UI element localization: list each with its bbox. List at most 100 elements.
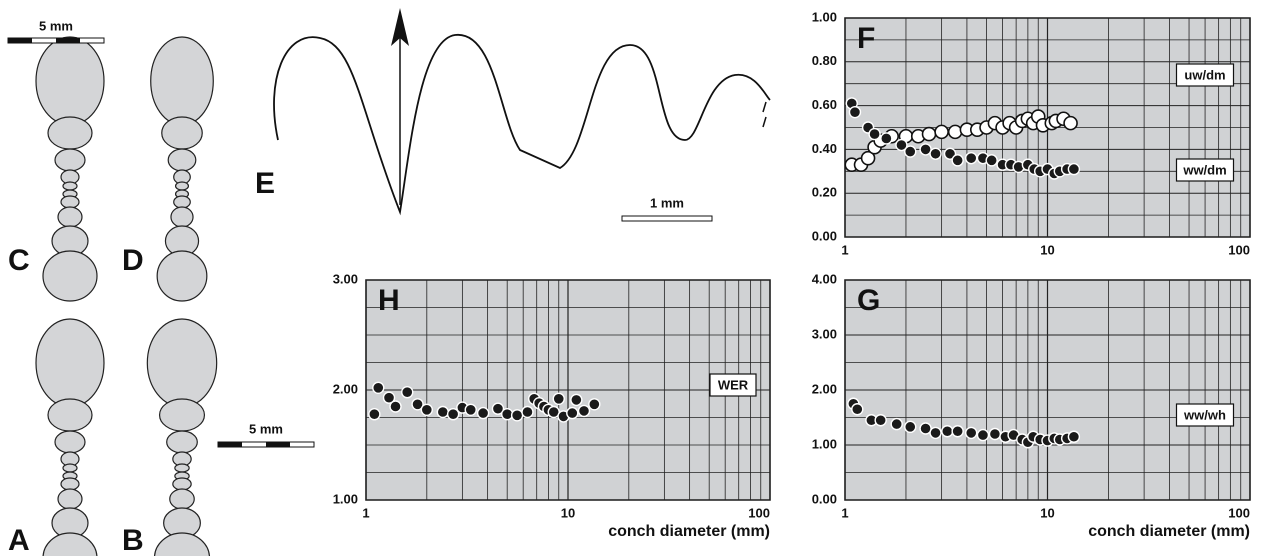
data-point <box>521 405 534 419</box>
scale-bar-segment <box>56 38 80 43</box>
scale-bar-body <box>621 215 713 222</box>
data-point <box>860 150 876 166</box>
data-point <box>868 127 881 141</box>
scale-bar-segment <box>218 442 242 447</box>
suture-tick <box>762 101 767 113</box>
scale-bar: 1 mm <box>621 195 713 222</box>
series-label: WER <box>718 377 749 392</box>
data-point <box>919 422 932 435</box>
scale-label: 5 mm <box>249 421 283 436</box>
plot: 0.00 1.00 2.00 3.00 4.00 1 10 100 conch diameter… <box>812 271 1251 540</box>
data-point <box>1063 115 1078 131</box>
y-tick-label: 0.60 <box>812 97 837 112</box>
data-point <box>372 381 385 394</box>
y-tick-label: 1.00 <box>812 436 837 451</box>
whorl-section <box>153 532 211 556</box>
data-point <box>941 425 954 438</box>
x-tick-label: 10 <box>561 505 575 520</box>
whorl-section <box>174 463 190 473</box>
y-tick-label: 0.80 <box>812 53 837 68</box>
panel-label: F <box>857 22 875 55</box>
data-point <box>436 405 450 419</box>
x-tick-label: 10 <box>1040 242 1054 257</box>
scale-label: 5 mm <box>39 18 73 33</box>
scale-label: 1 mm <box>650 195 684 210</box>
data-point <box>904 145 917 158</box>
y-tick-label: 1.00 <box>812 9 837 24</box>
data-point <box>988 427 1002 441</box>
data-point <box>1067 430 1081 443</box>
data-point <box>552 392 565 405</box>
data-point <box>401 386 414 399</box>
data-point <box>880 132 893 145</box>
series-label: ww/wh <box>1183 407 1226 422</box>
x-tick-label: 100 <box>1228 505 1250 520</box>
data-point <box>951 425 964 438</box>
x-axis-label: conch diameter (mm) <box>608 523 770 540</box>
series-label-box <box>1175 158 1235 182</box>
series-label: uw/dm <box>1184 67 1225 82</box>
arrow-head <box>391 8 409 46</box>
x-tick-label: 1 <box>841 242 848 257</box>
panel-label: B <box>122 524 144 556</box>
whorl-section <box>174 181 190 191</box>
data-point <box>577 404 591 418</box>
panel-label: C <box>8 244 30 277</box>
whorl-section <box>173 195 191 209</box>
data-point <box>895 138 908 152</box>
data-point <box>943 147 957 160</box>
data-point <box>411 398 424 411</box>
data-point <box>951 154 964 167</box>
data-point <box>929 147 942 160</box>
whorl-section <box>158 398 206 432</box>
y-tick-label: 4.00 <box>812 271 837 286</box>
whorl-section <box>166 430 198 454</box>
y-tick-label: 1.00 <box>333 491 358 506</box>
whorl-section <box>60 195 80 209</box>
data-point <box>420 403 434 416</box>
y-tick-label: 3.00 <box>812 326 837 341</box>
suture-line <box>273 34 771 216</box>
whorl-section <box>57 206 83 228</box>
whorl-section <box>62 463 78 473</box>
scale-bar: 5 mm <box>217 421 315 448</box>
data-point <box>566 406 579 420</box>
data-point <box>890 417 903 431</box>
data-point <box>570 393 583 407</box>
panel-label: G <box>857 284 880 317</box>
y-tick-label: 3.00 <box>333 271 358 286</box>
data-point <box>588 398 601 411</box>
scale-bar: 5 mm <box>7 18 105 44</box>
data-point <box>904 420 917 434</box>
scale-bar-segment <box>266 442 290 447</box>
y-tick-label: 0.40 <box>812 141 837 156</box>
panel-label: H <box>378 284 400 317</box>
series-label-box <box>709 373 757 397</box>
whorl-section <box>150 36 214 126</box>
whorl-section <box>35 36 105 126</box>
plot: 1.00 2.00 3.00 1 10 100 conch diameter (mm) H WE… <box>333 271 771 540</box>
data-point <box>976 428 990 442</box>
data-point <box>389 400 402 413</box>
data-point <box>851 403 864 416</box>
x-tick-label: 100 <box>748 505 770 520</box>
data-point <box>510 409 524 422</box>
data-point <box>1067 162 1081 176</box>
data-point <box>965 426 978 440</box>
y-tick-label: 0.20 <box>812 185 837 200</box>
data-point <box>476 406 490 420</box>
data-point <box>848 105 862 119</box>
y-tick-label: 0.00 <box>812 491 837 506</box>
whorl-section <box>169 488 195 510</box>
series-label-box <box>1175 403 1235 427</box>
data-point <box>919 143 932 156</box>
x-tick-label: 10 <box>1040 505 1054 520</box>
whorl-section <box>62 181 78 191</box>
whorl-section <box>42 250 98 302</box>
whorl-section <box>57 488 83 510</box>
whorl-section <box>161 116 203 150</box>
data-point <box>874 414 887 427</box>
whorl-section <box>146 318 218 408</box>
data-point <box>382 391 396 404</box>
